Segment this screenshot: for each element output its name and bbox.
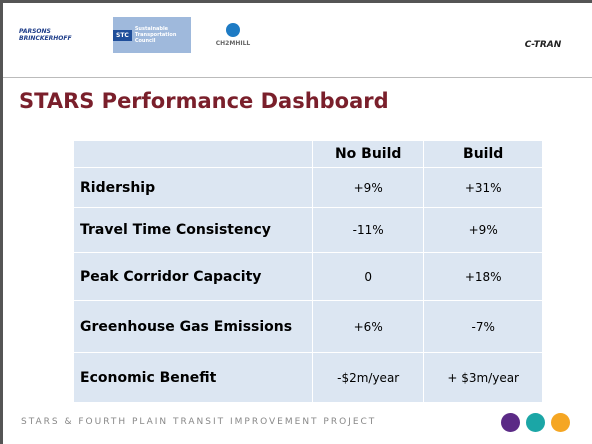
cell-value: +18% — [423, 252, 543, 301]
cell-value: 0 — [311, 252, 425, 301]
dot-teal — [526, 413, 545, 432]
table-row: Greenhouse Gas Emissions +6% -7% — [73, 300, 543, 353]
header-rule — [3, 77, 592, 78]
dot-orange — [551, 413, 570, 432]
dot-purple — [501, 413, 520, 432]
column-header: Build — [423, 140, 543, 168]
cell-value: +31% — [423, 167, 543, 208]
column-header: No Build — [311, 140, 425, 168]
slide-title: STARS Performance Dashboard — [19, 89, 389, 113]
row-label: Greenhouse Gas Emissions — [73, 300, 313, 353]
logo-parsons: PARSONS BRINCKERHOFF — [19, 28, 72, 42]
table-row: Ridership +9% +31% — [73, 167, 543, 208]
column-header — [73, 140, 313, 168]
logo-stc: STC Sustainable Transportation Council — [113, 17, 191, 53]
logo-ch2mhill-text: CH2MHILL — [215, 40, 251, 47]
logo-stc-mark: STC — [113, 29, 132, 41]
row-label: Travel Time Consistency — [73, 207, 313, 253]
footer-text: STARS & FOURTH PLAIN TRANSIT IMPROVEMENT… — [21, 417, 377, 427]
cell-value: -$2m/year — [311, 352, 425, 403]
globe-icon — [226, 23, 240, 37]
logo-stc-text: Sustainable Transportation Council — [134, 26, 177, 44]
row-label: Economic Benefit — [73, 352, 313, 403]
cell-value: + $3m/year — [423, 352, 543, 403]
table-row: Peak Corridor Capacity 0 +18% — [73, 252, 543, 301]
cell-value: +6% — [311, 300, 425, 353]
logo-ctran: C-TRAN — [524, 40, 562, 50]
dashboard-table: No Build Build Ridership +9% +31% Travel Time… — [73, 140, 543, 403]
cell-value: +9% — [423, 207, 543, 253]
cell-value: -11% — [311, 207, 425, 253]
table-row: Travel Time Consistency -11% +9% — [73, 207, 543, 253]
header-row: No Build Build — [73, 140, 543, 168]
logo-ch2mhill: CH2MHILL — [203, 17, 263, 53]
row-label: Ridership — [73, 167, 313, 208]
cell-value: +9% — [311, 167, 425, 208]
cell-value: -7% — [423, 300, 543, 353]
row-label: Peak Corridor Capacity — [73, 252, 313, 301]
table-row: Economic Benefit -$2m/year + $3m/year — [73, 352, 543, 403]
